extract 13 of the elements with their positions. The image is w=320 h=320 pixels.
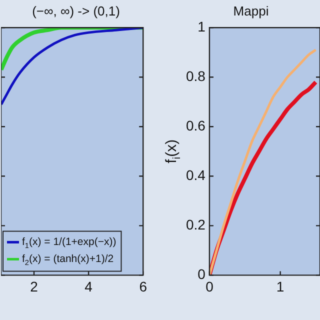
y-tick-label: 0.8: [186, 68, 206, 84]
y-tick-label: 0: [198, 266, 206, 282]
chart-title: (−∞, ∞) -> (0,1): [32, 3, 120, 18]
x-tick-label: 2: [30, 278, 38, 294]
y-tick-label: 0.2: [186, 216, 206, 233]
y-tick-label: 0.4: [186, 167, 206, 184]
chart-title: Mappi: [233, 3, 269, 18]
y-tick-label: 1: [198, 18, 206, 34]
y-axis-title: fi(x): [163, 139, 184, 164]
x-tick-label: 1: [276, 278, 284, 294]
x-tick-label: 6: [139, 278, 148, 294]
y-tick-label: 0.6: [186, 118, 206, 134]
x-tick-label: 4: [84, 278, 93, 294]
